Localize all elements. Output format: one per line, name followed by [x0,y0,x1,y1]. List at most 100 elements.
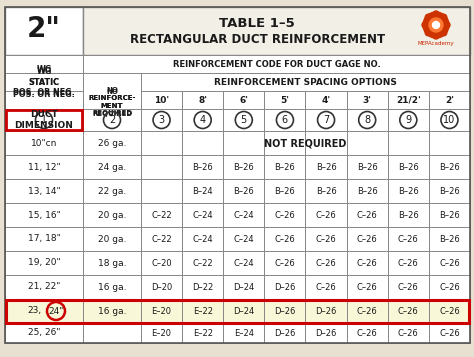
Text: 24 ga.: 24 ga. [98,162,126,171]
Text: 2': 2' [445,96,454,105]
Text: B–26: B–26 [316,162,337,171]
Text: C–26: C–26 [398,235,419,243]
Bar [429,131,470,155]
Text: B–26: B–26 [439,211,460,220]
Bar [346,227,388,251]
Bar [83,299,141,323]
Bar [346,251,388,275]
Text: 8': 8' [198,96,207,105]
Text: 5': 5' [281,96,290,105]
Bar [429,91,470,109]
Bar [182,91,223,109]
Text: B–26: B–26 [439,186,460,196]
Text: 2": 2" [27,15,61,42]
Text: D–26: D–26 [274,282,296,292]
Circle shape [425,30,431,36]
Text: C–24: C–24 [234,235,254,243]
Bar [5,73,83,91]
Circle shape [429,18,443,32]
Text: B–26: B–26 [439,162,460,171]
Bar [141,275,182,299]
Bar [141,131,182,155]
Bar [346,323,388,343]
Bar [264,275,306,299]
Text: C–26: C–26 [398,307,419,316]
Bar [306,323,346,343]
Text: C–22: C–22 [151,211,172,220]
Text: D–26: D–26 [315,328,337,337]
Bar [346,299,388,323]
Text: B–26: B–26 [274,186,295,196]
Text: 3': 3' [363,96,372,105]
Text: 23,: 23, [27,307,41,316]
Bar [264,251,306,275]
Text: 5: 5 [241,115,247,125]
Bar [83,275,141,299]
Bar [306,299,346,323]
Bar [264,323,306,343]
Text: WG
STATIC
POS. OR NEG.: WG STATIC POS. OR NEG. [13,65,75,99]
Text: C–26: C–26 [357,328,378,337]
Bar [388,323,429,343]
Bar [223,299,264,323]
Circle shape [433,11,439,17]
Bar [141,109,182,131]
Bar [223,179,264,203]
Text: 9: 9 [405,115,411,125]
Bar [83,131,141,155]
Bar [429,179,470,203]
Bar [429,155,470,179]
Bar [83,227,141,251]
Bar [5,227,83,251]
Bar [429,251,470,275]
Text: C–26: C–26 [439,328,460,337]
Circle shape [444,22,450,28]
Bar [388,109,429,131]
Text: REINFORCEMENT CODE FOR DUCT GAGE NO.: REINFORCEMENT CODE FOR DUCT GAGE NO. [173,60,380,69]
Bar [5,91,83,109]
Text: C–26: C–26 [398,328,419,337]
Circle shape [425,14,431,20]
Text: B–26: B–26 [233,186,254,196]
Bar [429,203,470,227]
Text: 3: 3 [158,115,164,125]
Text: C–26: C–26 [316,235,337,243]
Text: 10"cn: 10"cn [31,139,57,147]
Circle shape [422,22,428,28]
Bar [264,203,306,227]
Bar [223,275,264,299]
Text: C–26: C–26 [274,258,295,267]
Bar [83,55,470,73]
Bar [346,155,388,179]
Bar [264,131,306,155]
Bar [223,155,264,179]
Circle shape [441,14,447,20]
Text: D–20: D–20 [151,282,172,292]
Circle shape [432,21,439,29]
Text: NO
REINFORCE-
MENT
REQUIRED: NO REINFORCE- MENT REQUIRED [88,89,136,116]
Text: C–26: C–26 [357,307,378,316]
Bar [141,91,182,109]
Text: D–26: D–26 [274,328,296,337]
Bar [182,275,223,299]
Text: C–26: C–26 [398,282,419,292]
Bar [141,73,470,91]
Text: 20 ga.: 20 ga. [98,211,126,220]
Bar [182,203,223,227]
Bar [223,91,264,109]
Text: E–20: E–20 [152,307,172,316]
Text: RECTANGULAR DUCT REINFORCEMENT: RECTANGULAR DUCT REINFORCEMENT [129,33,385,46]
Text: B–26: B–26 [398,186,419,196]
Text: C–26: C–26 [274,235,295,243]
Text: TABLE 1–5: TABLE 1–5 [219,17,295,30]
Text: B–26: B–26 [398,211,419,220]
Text: E–22: E–22 [193,307,213,316]
Text: 17, 18": 17, 18" [27,235,60,243]
Text: D–26: D–26 [274,307,296,316]
Text: C–26: C–26 [439,282,460,292]
Bar [264,227,306,251]
Bar [141,203,182,227]
Text: NO
REINFORCE-
MENT
REQUIRED: NO REINFORCE- MENT REQUIRED [88,87,136,117]
Text: 4': 4' [321,96,331,105]
Bar [182,109,223,131]
